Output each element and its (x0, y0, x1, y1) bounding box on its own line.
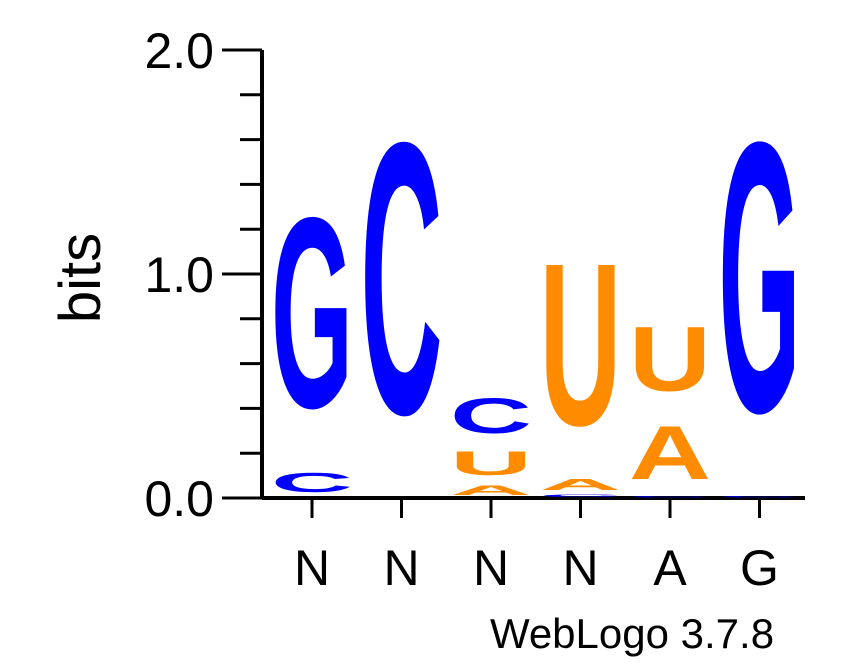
x-tick-label: N (383, 540, 419, 596)
letter-stack: CG (271, 160, 353, 498)
weblogo-credit: WebLogo 3.7.8 (490, 610, 774, 657)
logo-letter-g: G (719, 62, 801, 493)
y-axis-label: bits (48, 233, 113, 323)
logo-letter-c: C (271, 466, 353, 497)
logo-letter-u: U (450, 444, 532, 482)
y-tick-label: 2.0 (144, 23, 214, 79)
logo-letter-c: C (450, 388, 532, 444)
y-tick-label: 0.0 (144, 471, 214, 527)
logo-letter-u: U (629, 307, 711, 410)
logo-letter-a: A (539, 476, 621, 494)
letter-stack: CAU (539, 215, 621, 498)
logo-letter-c: C (360, 61, 442, 495)
logo-letter-c: C (718, 496, 800, 498)
letter-stack: CG (718, 62, 800, 498)
logo-letter-g: G (271, 160, 353, 465)
y-tick-label: 1.0 (144, 247, 214, 303)
y-axis: 0.0 1.0 2.0 (144, 23, 264, 527)
logo-letter-a: A (629, 411, 711, 495)
letter-stack: C (360, 61, 442, 495)
x-tick-label: N (294, 540, 330, 596)
x-tick-label: A (653, 540, 687, 596)
x-tick-label: N (473, 540, 509, 596)
logo-letter-u: U (540, 215, 622, 474)
x-tick-label: G (740, 540, 779, 596)
x-tick-label: N (562, 540, 598, 596)
logo-letter-c: C (540, 494, 622, 498)
letter-stack: AUC (450, 388, 532, 498)
letter-stack: CAU (629, 307, 711, 498)
logo-letter-c: C (629, 496, 711, 498)
logo-letter-a: A (450, 482, 532, 498)
